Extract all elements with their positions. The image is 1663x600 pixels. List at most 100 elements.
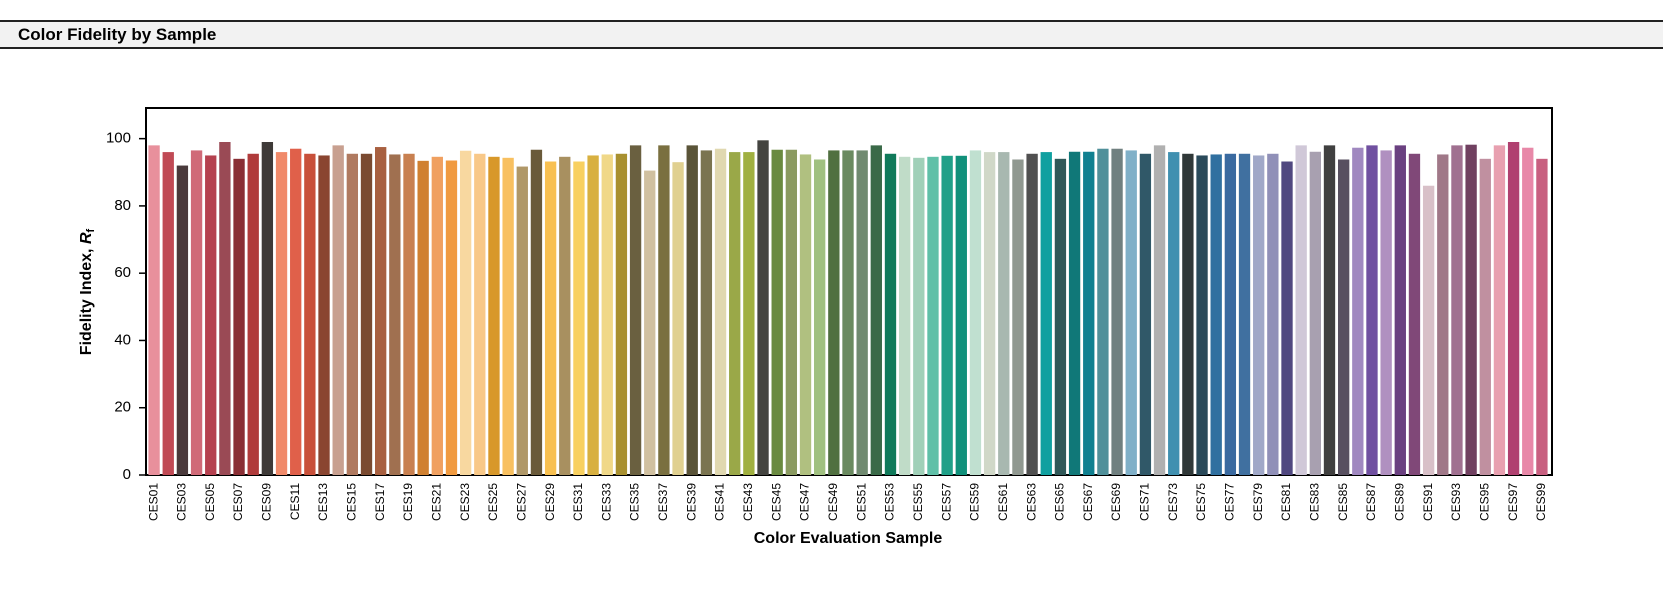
x-tick-label: CES39 (684, 483, 698, 521)
bar (1012, 159, 1024, 475)
bar (814, 159, 826, 475)
bar (828, 150, 840, 475)
bar (884, 153, 897, 476)
x-tick-label: CES87 (1364, 483, 1378, 521)
x-tick-label: CES67 (1081, 483, 1095, 521)
bar (856, 150, 868, 475)
x-tick-label: CES43 (741, 483, 755, 521)
bar (927, 156, 939, 476)
bar (1507, 142, 1520, 475)
x-tick-label: CES91 (1421, 483, 1435, 521)
bar (247, 153, 259, 476)
y-tick-label: 0 (123, 466, 131, 483)
bar (969, 150, 982, 475)
bar (459, 150, 472, 475)
bar (941, 155, 953, 476)
bar (1465, 144, 1477, 475)
bar (1422, 185, 1435, 475)
bar (1281, 161, 1293, 475)
y-axis-title-subscript: f (85, 228, 97, 232)
bar (1522, 147, 1534, 475)
bar (1083, 151, 1095, 475)
x-tick-label: CES31 (571, 483, 585, 521)
bar (559, 156, 571, 476)
bar (1323, 145, 1336, 475)
bar (148, 145, 160, 475)
bar (1196, 155, 1208, 476)
bar (162, 152, 174, 475)
x-tick-label: CES29 (543, 483, 557, 521)
bar (219, 142, 231, 475)
bar (1168, 152, 1180, 475)
bar (1380, 150, 1392, 475)
bar (544, 161, 557, 475)
y-axis-title-symbol: R (78, 232, 95, 244)
bar (913, 157, 925, 476)
bar (360, 153, 373, 476)
x-tick-label: CES65 (1053, 483, 1067, 521)
bar (1408, 153, 1421, 476)
bar (445, 160, 458, 475)
bar (205, 155, 217, 476)
bar (686, 145, 698, 475)
x-tick-label: CES99 (1534, 483, 1548, 521)
x-tick-label: CES77 (1223, 483, 1237, 521)
bar (275, 152, 288, 475)
bar (1267, 153, 1279, 476)
bar (502, 157, 514, 476)
bar (1139, 153, 1152, 476)
x-tick-label: CES49 (826, 483, 840, 521)
x-tick-label: CES63 (1024, 483, 1038, 521)
bar (403, 153, 415, 476)
bar (714, 148, 727, 475)
bar (1054, 158, 1067, 475)
y-tick-label: 60 (114, 264, 131, 281)
x-tick-label: CES33 (599, 483, 613, 521)
x-tick-label: CES53 (883, 483, 897, 521)
bar (1352, 147, 1364, 475)
x-tick-label: CES85 (1336, 483, 1350, 521)
bar (729, 152, 741, 475)
bar (1125, 150, 1137, 475)
bar (417, 160, 429, 475)
x-tick-label: CES95 (1477, 483, 1491, 521)
bar (304, 153, 316, 476)
bar (190, 150, 203, 475)
bar (757, 140, 769, 475)
bar (1295, 145, 1307, 475)
bar (488, 156, 500, 476)
y-axis-title: Fidelity Index, Rf (78, 228, 97, 355)
y-axis-title-text: Fidelity Index, (78, 244, 95, 355)
x-tick-label: CES19 (401, 483, 415, 521)
bar (998, 152, 1010, 475)
bar (176, 165, 189, 475)
bar (1479, 158, 1491, 475)
x-tick-label: CES41 (713, 483, 727, 521)
bar (870, 145, 882, 475)
bar (290, 148, 302, 475)
bar (261, 142, 274, 475)
bar (743, 152, 755, 475)
x-tick-label: CES83 (1308, 483, 1322, 521)
header-bar: Color Fidelity by Sample (0, 20, 1663, 49)
x-tick-label: CES15 (345, 483, 359, 521)
bar (474, 153, 486, 476)
bar (431, 156, 443, 476)
bar (573, 161, 585, 475)
bar (1026, 153, 1038, 476)
bar (799, 154, 812, 476)
x-tick-label: CES81 (1279, 483, 1293, 521)
x-tick-label: CES47 (798, 483, 812, 521)
chart-title: Color Fidelity by Sample (18, 25, 217, 44)
x-tick-label: CES75 (1194, 483, 1208, 521)
bar (332, 145, 344, 475)
x-tick-label: CES09 (260, 483, 274, 521)
x-tick-label: CES21 (429, 483, 443, 521)
x-tick-label: CES07 (231, 483, 245, 521)
bar (601, 154, 613, 476)
x-tick-label: CES05 (203, 483, 217, 521)
x-tick-label: CES37 (656, 483, 670, 521)
bar (955, 155, 967, 476)
